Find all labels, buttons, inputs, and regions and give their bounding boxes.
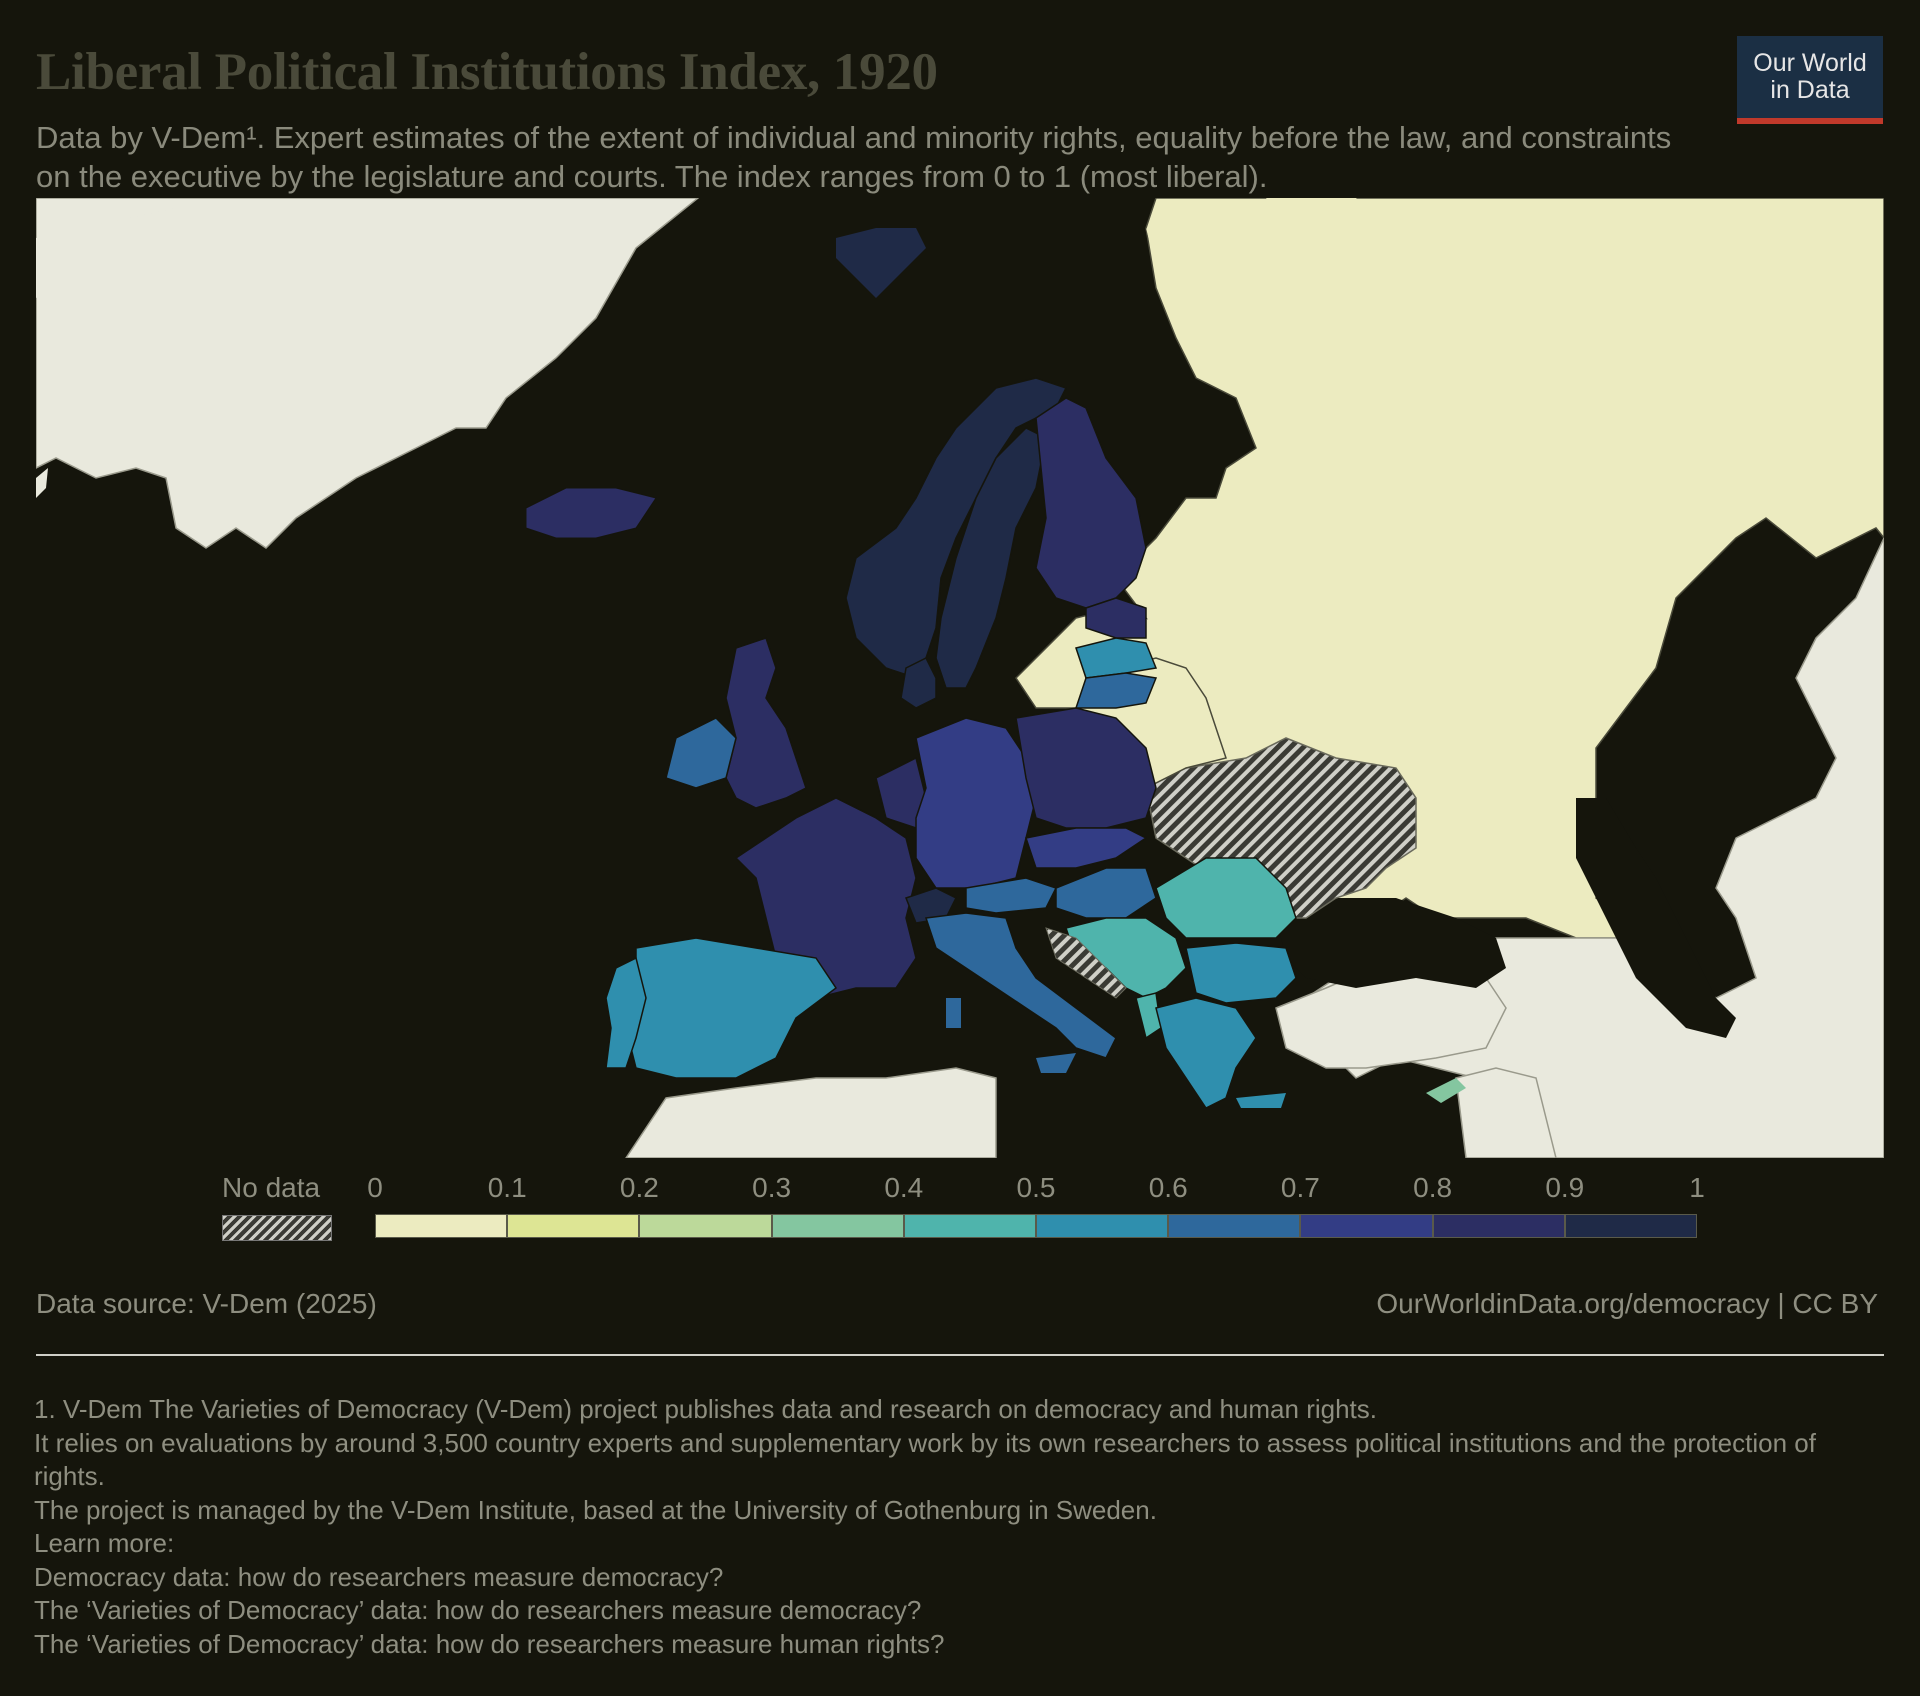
region-portugal[interactable] [605,956,647,1069]
region-poland[interactable] [1015,707,1157,829]
region-novaya-zemlya[interactable] [1266,198,1456,328]
divider [36,1354,1884,1356]
logo-line-1: Our World [1753,49,1867,77]
region-bulgaria[interactable] [1185,942,1297,1004]
region-lithuania[interactable] [1074,672,1158,709]
region-italy[interactable] [924,912,1117,1059]
region-levant[interactable] [1455,1067,1557,1158]
legend-bin[interactable] [1432,1214,1565,1238]
footnote-link[interactable]: The ‘Varieties of Democracy’ data: how d… [34,1628,945,1659]
legend-bin[interactable] [1036,1214,1169,1238]
caspian-sea [1576,798,1736,1038]
legend-bin[interactable] [771,1214,904,1238]
data-source[interactable]: Data source: V-Dem (2025) [36,1288,377,1319]
region-austria[interactable] [965,877,1058,914]
legend-tick-label: 0.3 [752,1172,792,1203]
region-romania[interactable] [1155,857,1297,939]
legend-bin[interactable] [903,1214,1036,1238]
region-france[interactable] [734,797,917,999]
owid-logo[interactable]: Our World in Data [1737,36,1883,124]
region-czechoslovakia[interactable] [1025,827,1148,869]
legend-bin[interactable] [1168,1214,1301,1238]
region-fiume-no-data[interactable] [1045,927,1127,999]
region-finland[interactable] [1035,397,1147,609]
region-germany[interactable] [915,717,1037,889]
legend-tick-label: 0.2 [619,1172,659,1203]
chart-subtitle: Data by V-Dem¹. Expert estimates of the … [36,120,1672,194]
region-crete[interactable] [1236,1093,1286,1108]
logo-line-2: in Data [1770,76,1850,104]
region-switzerland[interactable] [905,887,958,924]
legend-no-data-swatch[interactable] [222,1215,332,1241]
region-denmark[interactable] [900,656,937,709]
region-svalbard[interactable] [836,228,926,298]
legend-bin[interactable] [507,1214,640,1238]
region-sicily[interactable] [1036,1053,1076,1073]
legend-no-data-label: No data [222,1172,321,1203]
attribution-link[interactable]: OurWorldinData.org/democracy | CC BY [1376,1288,1878,1319]
legend-tick-label: 0 [367,1172,383,1203]
region-greece[interactable] [1155,997,1257,1109]
region-arctic-islands[interactable] [36,208,246,318]
chart-title: Liberal Political Institutions Index, 19… [36,43,938,101]
choropleth-map[interactable] [36,198,1884,1158]
legend-tick-label: 0.6 [1148,1172,1188,1203]
region-north-africa[interactable] [625,1067,997,1158]
footnote-line: It relies on evaluations by around 3,500… [34,1427,1816,1492]
region-hungary[interactable] [1055,867,1157,919]
region-left-edge[interactable] [36,468,48,498]
legend-tick-label: 0.4 [884,1172,924,1203]
region-kola-coast[interactable] [1146,228,1236,348]
legend-tick-label: 0.1 [487,1172,527,1203]
legend-tick-label: 0.8 [1413,1172,1453,1203]
region-greenland[interactable] [36,198,700,549]
legend-tick-label: 0.5 [1016,1172,1056,1203]
legend-bin[interactable] [1300,1214,1433,1238]
footnote-link[interactable]: The ‘Varieties of Democracy’ data: how d… [34,1595,922,1625]
legend-bin[interactable] [1564,1214,1697,1238]
black-sea [1276,898,1506,988]
region-estonia[interactable] [1085,597,1147,639]
legend-bin[interactable] [375,1214,508,1238]
region-iceland[interactable] [525,487,657,539]
region-ireland[interactable] [665,717,737,789]
footnote-line: 1. V-Dem The Varieties of Democracy (V-D… [34,1394,1377,1424]
footnotes: 1. V-Dem The Varieties of Democracy (V-D… [34,1393,1854,1661]
legend-tick-label: 0.7 [1280,1172,1320,1203]
legend-tick-label: 0.9 [1545,1172,1585,1203]
footnote-line: The project is managed by the V-Dem Inst… [34,1494,1157,1525]
region-sardinia[interactable] [946,998,961,1028]
footnote-link[interactable]: Democracy data: how do researchers measu… [34,1561,724,1592]
region-cyprus[interactable] [1426,1078,1466,1103]
legend-bin[interactable] [639,1214,772,1238]
legend-tick-label: 1 [1689,1172,1705,1203]
footnote-line: Learn more: [34,1528,175,1558]
